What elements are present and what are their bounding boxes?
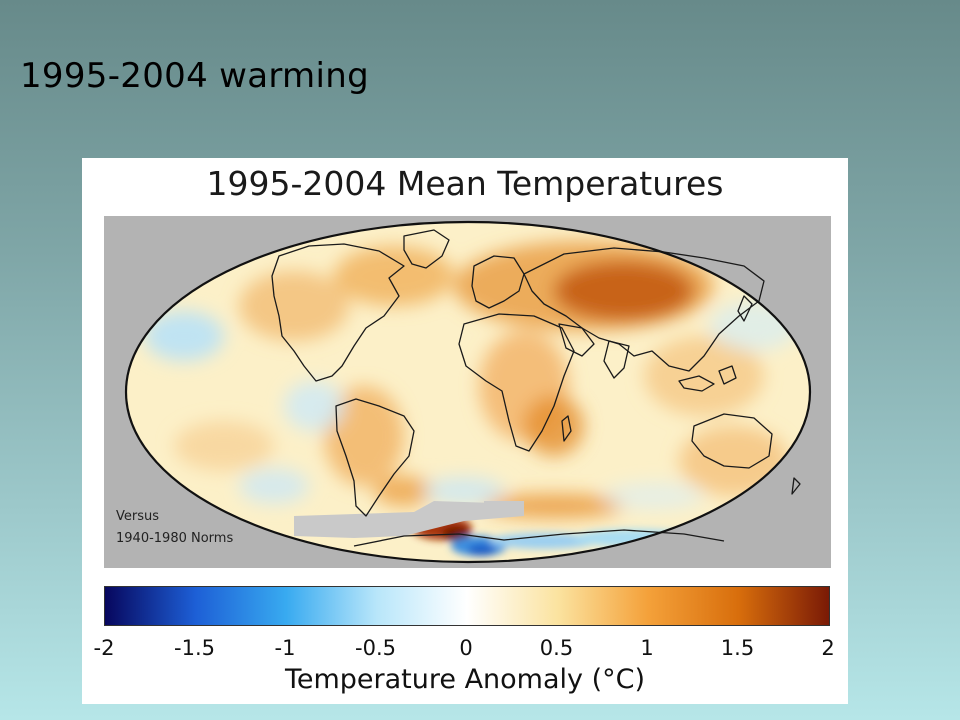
colorbar-tick-label: 0 [459, 636, 473, 660]
colorbar-ticks: -2 -1.5 -1 -0.5 0 0.5 1 1.5 2 [94, 636, 835, 660]
colorbar [104, 586, 830, 626]
colorbar-tick-label: -0.5 [355, 636, 396, 660]
colorbar-tick-label: -2 [93, 636, 115, 660]
map-panel: Versus 1940-1980 Norms [104, 216, 831, 568]
anomaly-field [126, 222, 810, 562]
temperature-map-figure: 1995-2004 Mean Temperatures [82, 158, 848, 704]
baseline-note: Versus 1940-1980 Norms [116, 506, 233, 550]
figure-title: 1995-2004 Mean Temperatures [206, 164, 724, 203]
continent-outlines [271, 229, 801, 547]
baseline-note-line1: Versus [116, 509, 160, 524]
colorbar-tick-label: 1 [640, 636, 654, 660]
colorbar-tick-label: 0.5 [539, 636, 574, 660]
colorbar-tick-label: 1.5 [720, 636, 755, 660]
colorbar-tick-label: -1 [274, 636, 296, 660]
world-anomaly-map [124, 220, 812, 564]
colorbar-tick-label: 2 [821, 636, 835, 660]
slide-title: 1995-2004 warming [20, 56, 369, 96]
colorbar-label: Temperature Anomaly (°C) [284, 664, 646, 695]
colorbar-tick-label: -1.5 [174, 636, 215, 660]
baseline-note-line2: 1940-1980 Norms [116, 531, 234, 546]
map-boundary [124, 220, 812, 564]
